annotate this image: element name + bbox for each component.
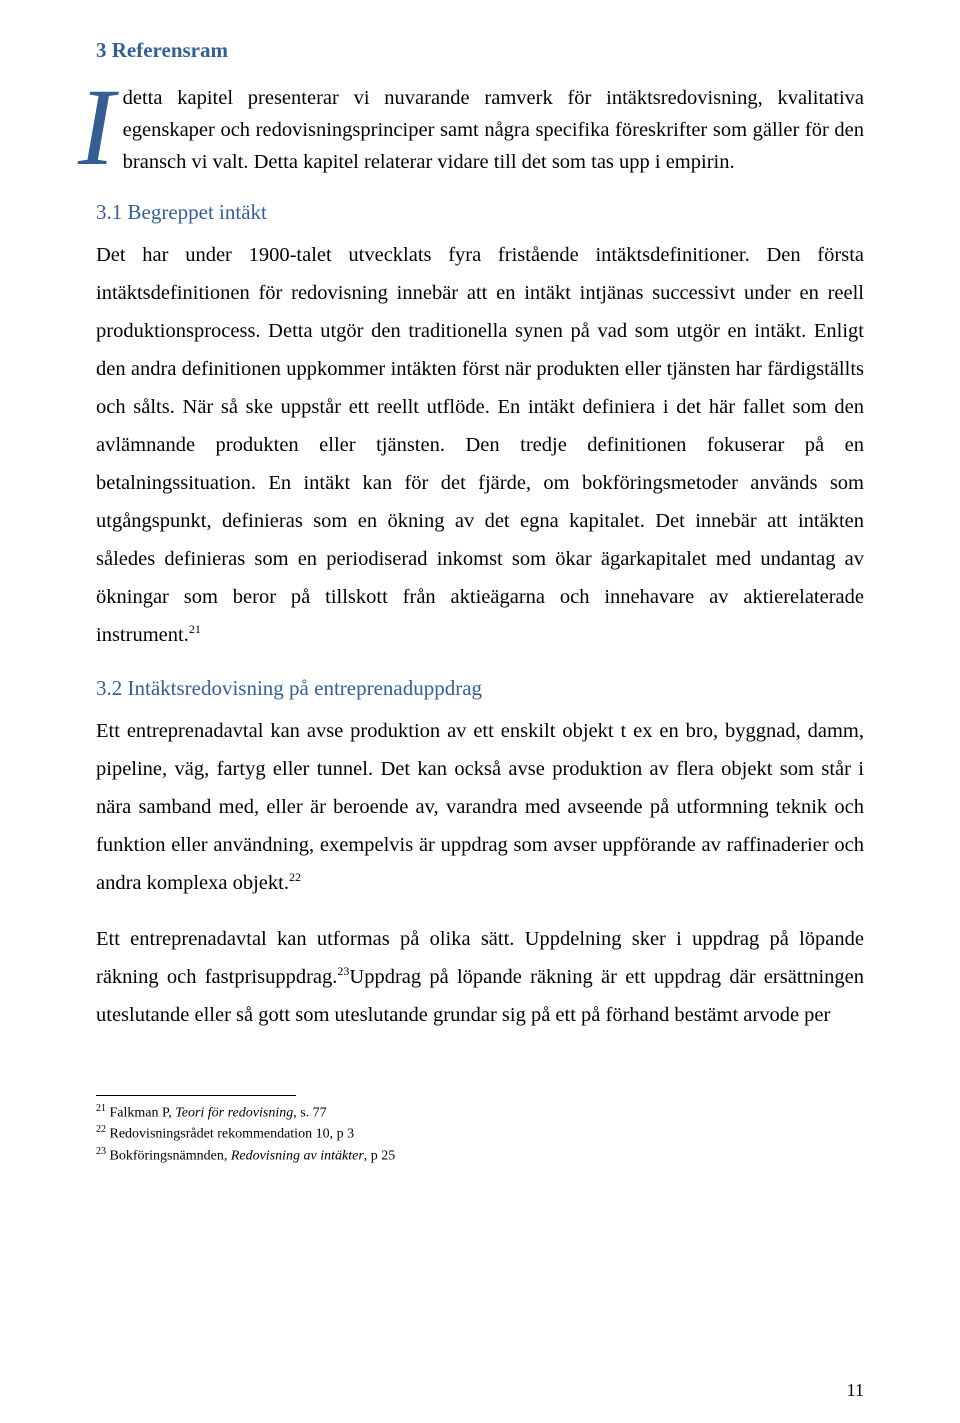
dropcap-letter: I [78, 81, 115, 175]
footnotes-block: 21 Falkman P, Teori för redovisning, s. … [96, 1102, 864, 1167]
footnote-separator [96, 1095, 296, 1096]
paragraph-3-2a-text: Ett entreprenadavtal kan avse produktion… [96, 720, 864, 894]
paragraph-3-1-text: Det har under 1900-talet utvecklats fyra… [96, 244, 864, 645]
footnote-23: 23 Bokföringsnämnden, Redovisning av int… [96, 1145, 864, 1167]
footnote-ref-23: 23 [337, 964, 349, 978]
heading-3-1: 3.1 Begreppet intäkt [96, 200, 864, 225]
page-number: 11 [847, 1380, 864, 1401]
heading-referensram: 3 Referensram [96, 38, 864, 63]
heading-3-2: 3.2 Intäktsredovisning på entreprenadupp… [96, 676, 864, 701]
page: 3 Referensram I detta kapitel presentera… [0, 0, 960, 1423]
paragraph-3-1: Det har under 1900-talet utvecklats fyra… [96, 237, 864, 654]
intro-block: I detta kapitel presenterar vi nuvarande… [96, 77, 864, 178]
footnote-22: 22 Redovisningsrådet rekommendation 10, … [96, 1123, 864, 1145]
footnote-ref-22: 22 [289, 870, 301, 884]
paragraph-3-2a: Ett entreprenadavtal kan avse produktion… [96, 713, 864, 903]
footnote-21: 21 Falkman P, Teori för redovisning, s. … [96, 1102, 864, 1124]
intro-paragraph: detta kapitel presenterar vi nuvarande r… [123, 77, 864, 178]
paragraph-3-2b: Ett entreprenadavtal kan utformas på oli… [96, 921, 864, 1035]
footnote-ref-21: 21 [189, 622, 201, 636]
